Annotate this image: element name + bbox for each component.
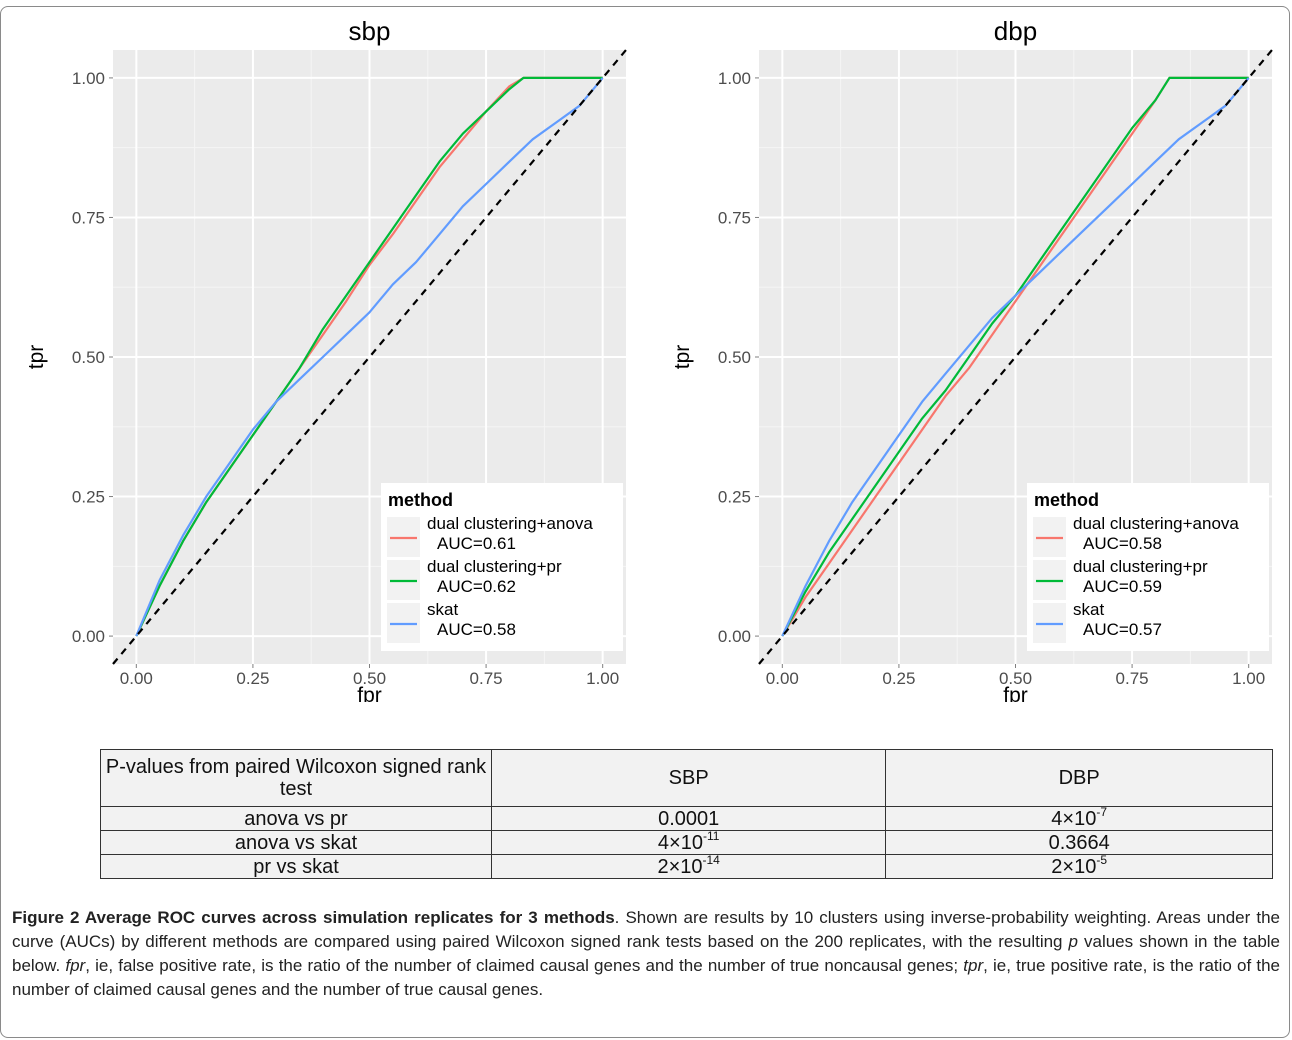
table-header-method: P-values from paired Wilcoxon signed ran…: [100, 749, 492, 807]
y-tick-label: 0.00: [718, 627, 751, 646]
y-tick-label: 0.75: [718, 208, 751, 227]
caption-text: , ie, false positive rate, is the ratio …: [85, 956, 964, 975]
cell-base: 2×10: [657, 855, 703, 878]
legend-label: skat: [427, 600, 458, 619]
cell-dbp: 2×10-5: [885, 852, 1273, 879]
cell-base: 2×10: [1051, 855, 1097, 878]
x-tick-label: 0.25: [236, 669, 269, 688]
roc-plot-sbp: sbp 0.00 0.25 0.50 0.75 1.00 0.00 0.25 0.50 0.75 1…: [25, 16, 627, 702]
cell-sbp: 0.0001: [490, 806, 887, 831]
x-tick-label: 0.25: [882, 669, 915, 688]
legend-box: [381, 483, 623, 651]
cell-sbp: 2×10-14: [490, 852, 887, 879]
x-tick-label: 1.00: [586, 669, 619, 688]
cell-base: 4×10: [1051, 807, 1097, 830]
legend-auc: AUC=0.58: [437, 620, 516, 639]
table-row: anova vs skat 4×10-11 0.3664: [100, 828, 1273, 855]
y-tick-label: 0.25: [72, 488, 105, 507]
caption-italic-fpr: fpr: [65, 956, 86, 975]
x-tick-label: 0.00: [120, 669, 153, 688]
cell-exponent: -5: [1096, 852, 1108, 867]
legend-label: dual clustering+anova: [1073, 514, 1239, 533]
caption-text: . Shown are results by 10 clusters using…: [12, 908, 1280, 951]
cell-exponent: -11: [702, 828, 720, 843]
y-tick-label: 0.50: [718, 348, 751, 367]
series-line-pr: [781, 76, 1249, 637]
y-axis-label: tpr: [25, 345, 48, 370]
table-row: anova vs pr 0.0001 4×10-7: [100, 804, 1273, 831]
y-tick-label: 0.50: [72, 348, 105, 367]
legend-auc: AUC=0.58: [1083, 534, 1162, 553]
legend-label: dual clustering+pr: [427, 557, 562, 576]
legend-auc: AUC=0.61: [437, 534, 516, 553]
legend-auc: AUC=0.57: [1083, 620, 1162, 639]
series-line-skat: [135, 77, 604, 637]
legend-auc: AUC=0.62: [437, 577, 516, 596]
cell-exponent: -7: [1096, 804, 1108, 819]
table-row: pr vs skat 2×10-14 2×10-5: [100, 852, 1273, 879]
cell-sbp: 4×10-11: [490, 828, 887, 855]
caption-italic-tpr: tpr: [963, 956, 984, 975]
legend-box: [1027, 483, 1269, 651]
figure-frame: [0, 6, 1290, 1038]
series-line-skat: [781, 77, 1250, 637]
legend-title: method: [1034, 490, 1099, 510]
figure-caption: Figure 2 Average ROC curves across simul…: [12, 906, 1280, 1002]
table-header-sbp: SBP: [490, 749, 887, 807]
chart-title: sbp: [349, 16, 391, 46]
caption-text: values shown in the table below.: [12, 932, 1281, 975]
x-axis-label: fpr: [1003, 684, 1028, 702]
row-label: pr vs skat: [100, 854, 492, 879]
legend-title: method: [388, 490, 453, 510]
x-tick-label: 0.50: [999, 669, 1032, 688]
pvalue-table: P-values from paired Wilcoxon signed ran…: [100, 749, 1273, 879]
y-tick-label: 0.75: [72, 208, 105, 227]
cell-dbp: 0.3664: [885, 830, 1273, 855]
chart-title: dbp: [994, 16, 1037, 46]
legend-auc: AUC=0.59: [1083, 577, 1162, 596]
x-tick-label: 1.00: [1232, 669, 1265, 688]
legend-label: dual clustering+pr: [1073, 557, 1208, 576]
reference-diagonal-line: [112, 49, 627, 665]
cell-dbp: 4×10-7: [885, 804, 1273, 831]
cell-base: 4×10: [657, 831, 703, 854]
row-label: anova vs pr: [100, 806, 492, 831]
x-axis-label: fpr: [357, 684, 382, 702]
reference-diagonal-line: [758, 49, 1273, 665]
y-tick-label: 0.00: [72, 627, 105, 646]
legend-label: dual clustering+anova: [427, 514, 593, 533]
legend-label: skat: [1073, 600, 1104, 619]
table-header-dbp: DBP: [885, 749, 1273, 807]
series-line-pr: [135, 76, 603, 637]
caption-text: , ie, true positive rate, is the ratio o…: [12, 956, 1280, 999]
row-label: anova vs skat: [100, 830, 492, 855]
y-axis-label: tpr: [671, 345, 694, 370]
caption-italic-p: p: [1068, 932, 1078, 951]
cell-exponent: -14: [702, 852, 720, 867]
x-tick-label: 0.75: [470, 669, 503, 688]
y-tick-label: 1.00: [72, 69, 105, 88]
roc-plot-dbp: dbp 0.00 0.25 0.50 0.75 1.00 0.00 0.25 0.50 0.75 1…: [671, 16, 1273, 702]
x-tick-label: 0.50: [353, 669, 386, 688]
y-tick-label: 0.25: [718, 488, 751, 507]
table-header-row: P-values from paired Wilcoxon signed ran…: [100, 749, 1273, 807]
x-tick-label: 0.75: [1116, 669, 1149, 688]
y-tick-label: 1.00: [718, 69, 751, 88]
x-tick-label: 0.00: [766, 669, 799, 688]
caption-title: Figure 2 Average ROC curves across simul…: [12, 908, 615, 927]
